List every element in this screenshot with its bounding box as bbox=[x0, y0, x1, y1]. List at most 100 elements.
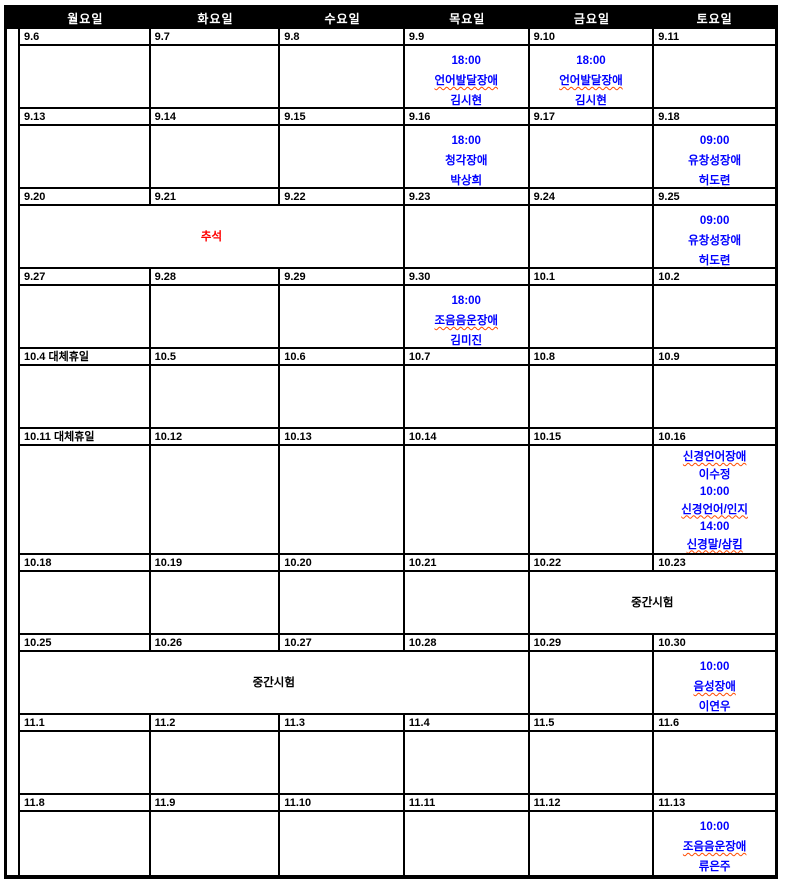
event-line: 10:00 bbox=[699, 661, 730, 673]
event-line: 신경언어장애 bbox=[682, 451, 747, 463]
event-cell: 중간시험 bbox=[20, 652, 530, 715]
event-line: 조음음운장애 bbox=[434, 315, 498, 327]
date-row: 9.20 9.21 9.22 9.23 9.24 9.25 bbox=[20, 189, 775, 206]
event-cell: 10:00 음성장애 이연우 bbox=[654, 652, 775, 715]
event-line: 유창성장애 bbox=[688, 235, 742, 247]
empty-day-cell bbox=[529, 286, 655, 349]
event-line: 18:00 bbox=[451, 135, 481, 147]
date-cell: 11.3 bbox=[280, 715, 405, 732]
empty-day-cell bbox=[529, 732, 655, 795]
event-cell: 18:00 언어발달장애 김시현 bbox=[529, 46, 655, 109]
date-cell: 9.18 bbox=[654, 109, 775, 126]
date-cell: 10.15 bbox=[529, 429, 655, 446]
empty-day-cell bbox=[150, 126, 281, 189]
header-gutter-spacer bbox=[7, 8, 20, 29]
event-cell: 18:00 청각장애 박상희 bbox=[404, 126, 530, 189]
date-cell: 9.27 bbox=[20, 269, 151, 286]
date-cell: 10.2 bbox=[654, 269, 775, 286]
date-row: 9.27 9.28 9.29 9.30 10.1 10.2 bbox=[20, 269, 775, 286]
empty-day-cell bbox=[529, 126, 655, 189]
date-row: 10.4 대체휴일 10.5 10.6 10.7 10.8 10.9 bbox=[20, 349, 775, 366]
empty-day-cell bbox=[151, 812, 281, 875]
date-row: 11.1 11.2 11.3 11.4 11.5 11.6 bbox=[20, 715, 775, 732]
date-row: 9.13 9.14 9.15 9.16 9.17 9.18 bbox=[20, 109, 775, 126]
weekday-header-cells: 월요일 화요일 수요일 목요일 금요일 토요일 bbox=[20, 8, 775, 29]
date-cell: 10.11 대체휴일 bbox=[20, 429, 151, 446]
empty-day-cell bbox=[404, 446, 530, 555]
event-line: 중간시험 bbox=[631, 596, 674, 609]
event-line: 조음음운장애 bbox=[682, 841, 747, 853]
empty-day-cell bbox=[20, 446, 151, 555]
weekday-header: 토요일 bbox=[696, 12, 733, 26]
date-cell: 9.15 bbox=[280, 109, 405, 126]
date-cell: 9.21 bbox=[150, 189, 281, 206]
content-row: 18:00 청각장애 박상희 09:00 유창성장애 허도련 bbox=[20, 126, 775, 189]
event-cell: 09:00 유창성장애 허도련 bbox=[654, 206, 775, 269]
date-cell: 10.5 bbox=[150, 349, 281, 366]
event-line: 14:00 bbox=[699, 521, 730, 533]
calendar-header-row: 월요일 화요일 수요일 목요일 금요일 토요일 bbox=[7, 8, 775, 29]
empty-day-cell bbox=[404, 366, 530, 429]
content-row: 추석 09:00 유창성장애 허도련 bbox=[20, 206, 775, 269]
date-cell: 9.16 bbox=[404, 109, 530, 126]
empty-day-cell bbox=[20, 126, 151, 189]
empty-day-cell bbox=[150, 572, 281, 635]
date-cell: 11.11 bbox=[404, 795, 530, 812]
empty-day-cell bbox=[20, 286, 151, 349]
empty-day-cell bbox=[404, 206, 530, 269]
empty-day-cell bbox=[529, 446, 655, 555]
empty-day-cell bbox=[404, 732, 530, 795]
content-row: 중간시험 10:00 음성장애 이연우 bbox=[20, 652, 775, 715]
schedule-calendar: 월요일 화요일 수요일 목요일 금요일 토요일 9.6 9.7 9.8 9.9 9.10 9.11 1… bbox=[4, 5, 778, 879]
date-cell: 9.9 bbox=[404, 29, 530, 46]
weekday-header: 목요일 bbox=[449, 12, 486, 26]
empty-day-cell bbox=[20, 812, 151, 875]
event-line: 18:00 bbox=[451, 295, 481, 307]
calendar-body: 9.6 9.7 9.8 9.9 9.10 9.11 18:00 언어발달장애 김시현 18:00 언… bbox=[7, 29, 775, 875]
empty-day-cell bbox=[280, 572, 405, 635]
date-cell: 9.14 bbox=[150, 109, 281, 126]
event-line: 김미진 bbox=[450, 335, 483, 347]
event-line: 09:00 bbox=[699, 135, 730, 147]
date-cell: 11.2 bbox=[150, 715, 281, 732]
date-cell: 10.1 bbox=[529, 269, 655, 286]
left-gutter-column bbox=[7, 29, 20, 875]
date-cell: 10.28 bbox=[404, 635, 530, 652]
event-line: 언어발달장애 bbox=[434, 75, 498, 87]
empty-day-cell bbox=[529, 652, 655, 715]
date-cell: 10.29 bbox=[529, 635, 655, 652]
date-cell: 9.7 bbox=[150, 29, 281, 46]
content-row: 10:00 조음음운장애 류은주 bbox=[20, 812, 775, 875]
date-cell: 9.10 bbox=[529, 29, 655, 46]
weekday-header: 화요일 bbox=[197, 12, 234, 26]
empty-day-cell bbox=[150, 286, 281, 349]
date-row: 11.8 11.9 11.10 11.11 11.12 11.13 bbox=[20, 795, 775, 812]
empty-day-cell bbox=[150, 366, 281, 429]
event-line: 김시현 bbox=[575, 95, 607, 107]
date-cell: 10.22 bbox=[529, 555, 655, 572]
empty-day-cell bbox=[529, 206, 655, 269]
date-cell: 10.4 대체휴일 bbox=[20, 349, 151, 366]
week-rows-container: 9.6 9.7 9.8 9.9 9.10 9.11 18:00 언어발달장애 김시현 18:00 언… bbox=[20, 29, 775, 875]
date-row: 10.25 10.26 10.27 10.28 10.29 10.30 bbox=[20, 635, 775, 652]
empty-day-cell bbox=[280, 812, 405, 875]
empty-day-cell bbox=[20, 46, 151, 109]
date-cell: 11.10 bbox=[280, 795, 405, 812]
date-cell: 10.19 bbox=[150, 555, 281, 572]
empty-day-cell bbox=[280, 732, 405, 795]
date-cell: 10.8 bbox=[529, 349, 655, 366]
event-line: 허도련 bbox=[698, 255, 731, 267]
event-line: 류은주 bbox=[698, 861, 731, 873]
event-cell: 09:00 유창성장애 허도련 bbox=[654, 126, 775, 189]
event-line: 신경언어/인지 bbox=[681, 503, 748, 516]
empty-day-cell bbox=[20, 572, 151, 635]
date-cell: 9.6 bbox=[20, 29, 151, 46]
date-cell: 9.30 bbox=[404, 269, 530, 286]
weekday-header: 월요일 bbox=[67, 12, 104, 26]
empty-day-cell bbox=[654, 732, 775, 795]
event-line: 김시현 bbox=[450, 95, 483, 107]
date-cell: 11.5 bbox=[529, 715, 655, 732]
date-cell: 10.18 bbox=[20, 555, 151, 572]
date-cell: 10.14 bbox=[404, 429, 530, 446]
